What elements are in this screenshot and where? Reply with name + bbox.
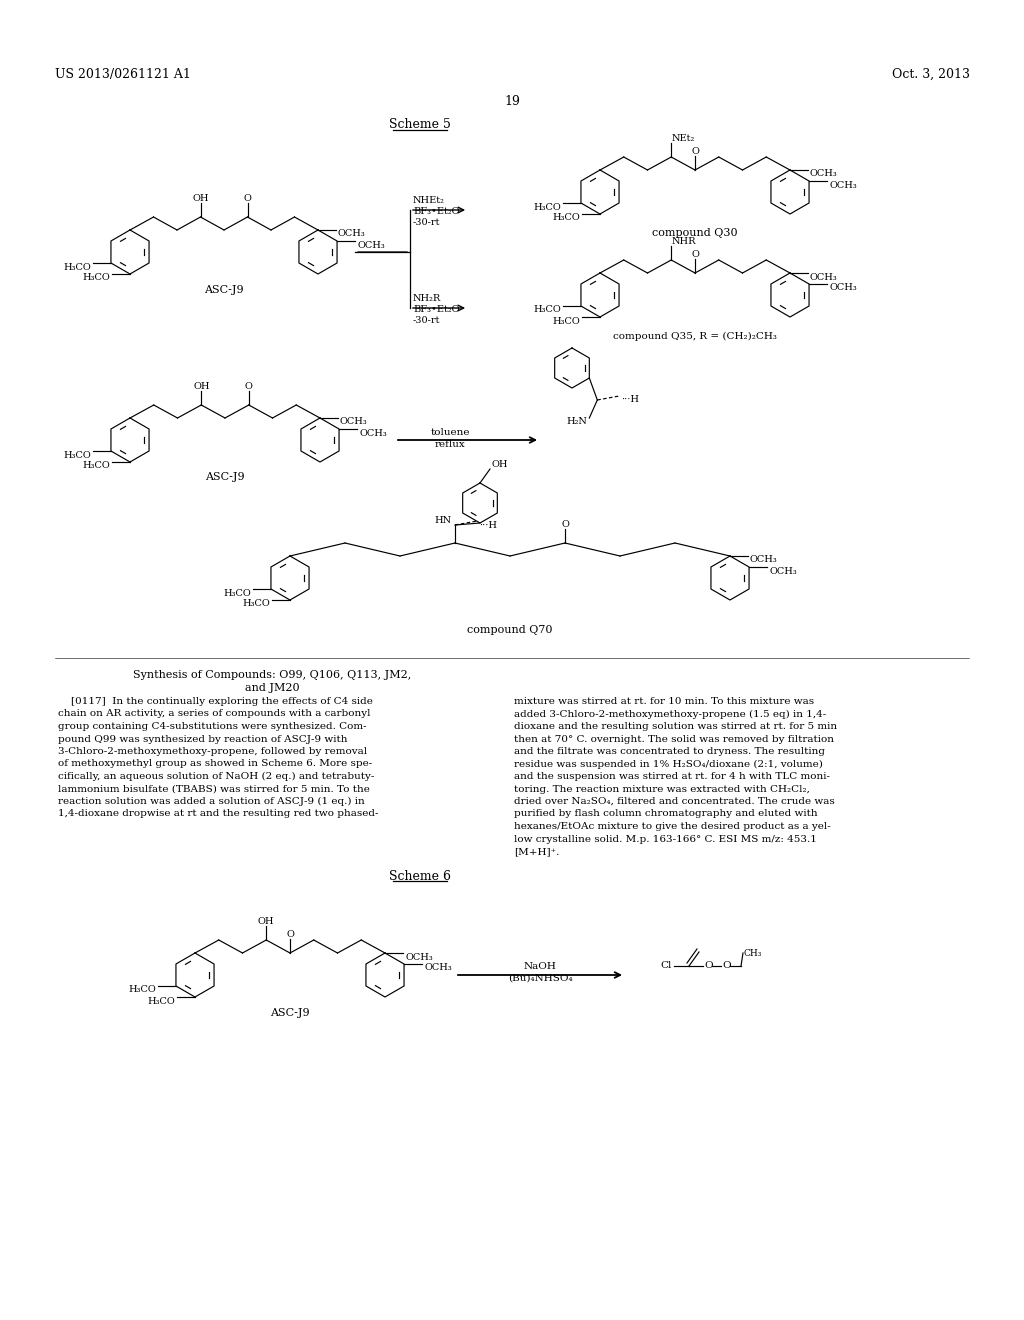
Text: OCH₃: OCH₃ — [829, 181, 857, 190]
Text: Scheme 5: Scheme 5 — [389, 117, 451, 131]
Text: H₃CO: H₃CO — [243, 599, 270, 609]
Text: US 2013/0261121 A1: US 2013/0261121 A1 — [55, 69, 190, 81]
Text: cifically, an aqueous solution of NaOH (2 eq.) and tetrabuty-: cifically, an aqueous solution of NaOH (… — [58, 772, 375, 781]
Text: BF₃•Et₂O: BF₃•Et₂O — [413, 207, 460, 216]
Text: dried over Na₂SO₄, filtered and concentrated. The crude was: dried over Na₂SO₄, filtered and concentr… — [514, 797, 835, 807]
Text: NaOH: NaOH — [523, 962, 556, 972]
Text: -30-rt: -30-rt — [413, 218, 440, 227]
Text: OCH₃: OCH₃ — [829, 284, 857, 293]
Text: OH: OH — [258, 917, 274, 927]
Text: OCH₃: OCH₃ — [357, 240, 385, 249]
Text: OCH₃: OCH₃ — [406, 953, 433, 961]
Text: O: O — [245, 381, 253, 391]
Text: lammonium bisulfate (TBABS) was stirred for 5 min. To the: lammonium bisulfate (TBABS) was stirred … — [58, 784, 370, 793]
Text: OCH₃: OCH₃ — [769, 566, 797, 576]
Text: O: O — [244, 194, 252, 203]
Text: toluene: toluene — [430, 428, 470, 437]
Text: NEt₂: NEt₂ — [672, 135, 694, 143]
Text: low crystalline solid. M.p. 163-166° C. ESI MS m/z: 453.1: low crystalline solid. M.p. 163-166° C. … — [514, 834, 817, 843]
Text: OCH₃: OCH₃ — [338, 230, 366, 239]
Text: mixture was stirred at rt. for 10 min. To this mixture was: mixture was stirred at rt. for 10 min. T… — [514, 697, 814, 706]
Text: Synthesis of Compounds: O99, Q106, Q113, JM2,: Synthesis of Compounds: O99, Q106, Q113,… — [133, 671, 411, 680]
Text: OCH₃: OCH₃ — [424, 964, 452, 973]
Text: then at 70° C. overnight. The solid was removed by filtration: then at 70° C. overnight. The solid was … — [514, 734, 834, 743]
Text: added 3-Chloro-2-methoxymethoxy-propene (1.5 eq) in 1,4-: added 3-Chloro-2-methoxymethoxy-propene … — [514, 710, 826, 718]
Text: and the filtrate was concentrated to dryness. The resulting: and the filtrate was concentrated to dry… — [514, 747, 825, 756]
Text: and the suspension was stirred at rt. for 4 h with TLC moni-: and the suspension was stirred at rt. fo… — [514, 772, 830, 781]
Text: ···H: ···H — [479, 520, 497, 529]
Text: toring. The reaction mixture was extracted with CH₂Cl₂,: toring. The reaction mixture was extract… — [514, 784, 810, 793]
Text: H₃CO: H₃CO — [63, 450, 91, 459]
Text: H₃CO: H₃CO — [534, 202, 561, 211]
Text: group containing C4-substitutions were synthesized. Com-: group containing C4-substitutions were s… — [58, 722, 367, 731]
Text: H₃CO: H₃CO — [552, 214, 580, 223]
Text: NH₂R: NH₂R — [413, 294, 441, 304]
Text: OCH₃: OCH₃ — [359, 429, 387, 437]
Text: H₃CO: H₃CO — [63, 263, 91, 272]
Text: [0117]  In the continually exploring the effects of C4 side: [0117] In the continually exploring the … — [58, 697, 373, 706]
Text: NHR: NHR — [672, 238, 695, 246]
Text: O: O — [691, 147, 699, 156]
Text: compound Q35, R = (CH₂)₂CH₃: compound Q35, R = (CH₂)₂CH₃ — [613, 333, 777, 341]
Text: O: O — [286, 931, 294, 939]
Text: 1,4-dioxane dropwise at rt and the resulting red two phased-: 1,4-dioxane dropwise at rt and the resul… — [58, 809, 379, 818]
Text: compound Q70: compound Q70 — [467, 624, 553, 635]
Text: H₃CO: H₃CO — [552, 317, 580, 326]
Text: O: O — [722, 961, 731, 970]
Text: HN: HN — [435, 516, 452, 525]
Text: NHEt₂: NHEt₂ — [413, 195, 444, 205]
Text: ASC-J9: ASC-J9 — [204, 285, 244, 294]
Text: purified by flash column chromatography and eluted with: purified by flash column chromatography … — [514, 809, 817, 818]
Text: H₃CO: H₃CO — [128, 986, 156, 994]
Text: pound Q99 was synthesized by reaction of ASCJ-9 with: pound Q99 was synthesized by reaction of… — [58, 734, 347, 743]
Text: -30-rt: -30-rt — [413, 315, 440, 325]
Text: OH: OH — [193, 381, 210, 391]
Text: chain on AR activity, a series of compounds with a carbonyl: chain on AR activity, a series of compou… — [58, 710, 371, 718]
Text: O: O — [705, 961, 713, 970]
Text: Oct. 3, 2013: Oct. 3, 2013 — [892, 69, 970, 81]
Text: reaction solution was added a solution of ASCJ-9 (1 eq.) in: reaction solution was added a solution o… — [58, 797, 365, 807]
Text: BF₃•Et₂O: BF₃•Et₂O — [413, 305, 460, 314]
Text: OCH₃: OCH₃ — [750, 556, 778, 565]
Text: residue was suspended in 1% H₂SO₄/dioxane (2:1, volume): residue was suspended in 1% H₂SO₄/dioxan… — [514, 759, 823, 768]
Text: CH₃: CH₃ — [744, 949, 763, 957]
Text: OCH₃: OCH₃ — [340, 417, 368, 426]
Text: OCH₃: OCH₃ — [810, 272, 838, 281]
Text: (Bu)₄NHSO₄: (Bu)₄NHSO₄ — [508, 974, 572, 983]
Text: ···H: ···H — [622, 396, 639, 404]
Text: Scheme 6: Scheme 6 — [389, 870, 451, 883]
Text: ASC-J9: ASC-J9 — [270, 1008, 310, 1018]
Text: O: O — [691, 249, 699, 259]
Text: [M+H]⁺.: [M+H]⁺. — [514, 847, 559, 855]
Text: reflux: reflux — [434, 440, 465, 449]
Text: H₃CO: H₃CO — [82, 273, 110, 282]
Text: H₃CO: H₃CO — [82, 462, 110, 470]
Text: and JM20: and JM20 — [245, 682, 299, 693]
Text: H₃CO: H₃CO — [223, 589, 251, 598]
Text: OH: OH — [193, 194, 209, 203]
Text: Cl: Cl — [660, 961, 672, 970]
Text: O: O — [561, 520, 569, 529]
Text: 3-Chloro-2-methoxymethoxy-propene, followed by removal: 3-Chloro-2-methoxymethoxy-propene, follo… — [58, 747, 368, 756]
Text: ASC-J9: ASC-J9 — [205, 473, 245, 482]
Text: OCH₃: OCH₃ — [810, 169, 838, 178]
Text: dioxane and the resulting solution was stirred at rt. for 5 min: dioxane and the resulting solution was s… — [514, 722, 838, 731]
Text: H₂N: H₂N — [566, 417, 588, 426]
Text: 19: 19 — [504, 95, 520, 108]
Text: compound Q30: compound Q30 — [652, 228, 738, 238]
Text: of methoxymethyl group as showed in Scheme 6. More spe-: of methoxymethyl group as showed in Sche… — [58, 759, 373, 768]
Text: OH: OH — [492, 459, 509, 469]
Text: H₃CO: H₃CO — [147, 997, 175, 1006]
Text: hexanes/EtOAc mixture to give the desired product as a yel-: hexanes/EtOAc mixture to give the desire… — [514, 822, 830, 832]
Text: H₃CO: H₃CO — [534, 305, 561, 314]
